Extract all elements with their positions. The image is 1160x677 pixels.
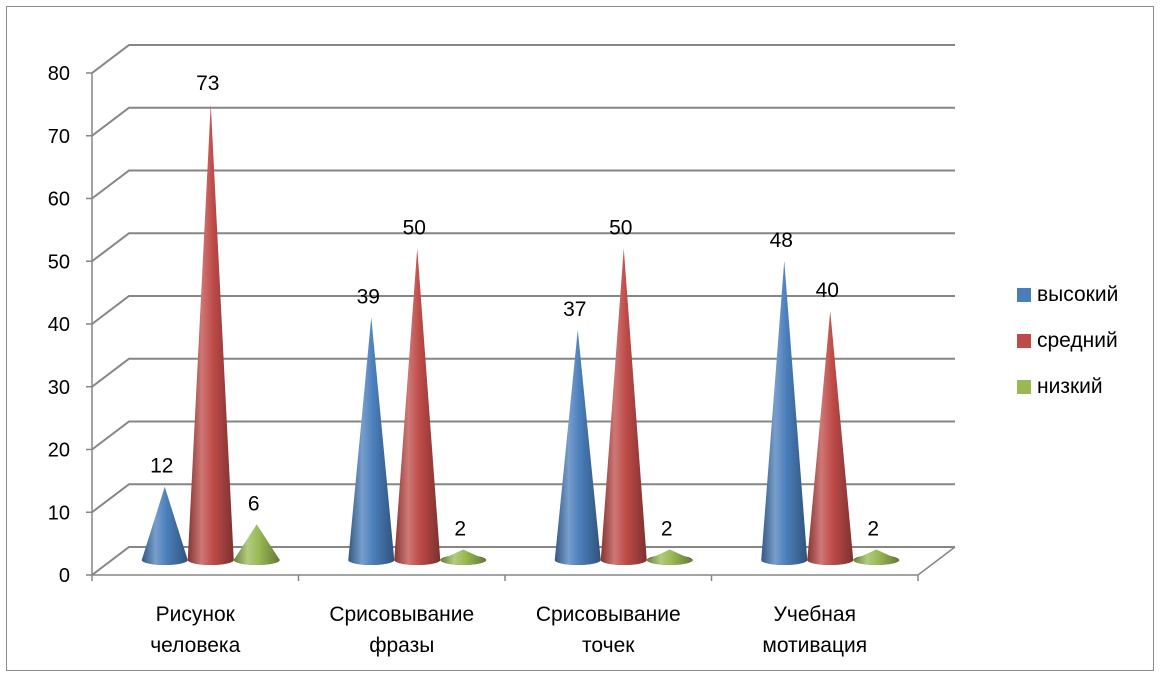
legend-label: высокий — [1037, 283, 1118, 306]
gridline — [91, 44, 955, 74]
category-label: Срисовывание точек — [536, 603, 681, 657]
cone-bar — [807, 311, 854, 565]
category-label-line: Учебная — [774, 603, 856, 626]
data-label: 37 — [563, 298, 586, 321]
cone-body — [187, 103, 234, 566]
y-tick-label: 30 — [48, 377, 70, 399]
cone-bar — [646, 549, 693, 565]
cone-body — [554, 329, 601, 565]
y-tick-label: 50 — [48, 251, 70, 273]
cone-bar — [853, 549, 900, 565]
cone-body — [807, 311, 854, 565]
category-label: Учебная мотивация — [762, 603, 867, 657]
chart-area: 0 10 20 30 40 50 60 70 80 12 73 6 39 50 2 37 50 2 48 40 2 Р… — [6, 6, 1154, 671]
category-label: Срисовывание фразы — [329, 603, 474, 657]
cone-bar — [187, 103, 234, 566]
data-label: 6 — [248, 492, 260, 515]
gridline — [91, 483, 955, 514]
y-tick-label: 10 — [48, 502, 70, 524]
cone-body — [348, 317, 395, 565]
cone-body — [646, 549, 693, 565]
data-label: 39 — [357, 285, 380, 308]
cone-body — [233, 524, 280, 565]
legend-swatch — [1017, 380, 1031, 394]
legend-label: низкий — [1037, 375, 1103, 398]
data-label: 40 — [816, 279, 839, 302]
gridline — [91, 357, 955, 388]
data-label: 50 — [403, 216, 426, 239]
data-label: 2 — [661, 517, 673, 540]
category-label-line: мотивация — [762, 634, 867, 657]
legend-item-средний: средний — [1017, 329, 1118, 352]
y-tick-label: 60 — [48, 189, 70, 211]
category-label-line: точек — [582, 634, 635, 657]
category-label-line: человека — [150, 634, 240, 657]
category-label-line: фразы — [369, 634, 434, 657]
legend-swatch — [1017, 334, 1031, 348]
cone-chart: 0 10 20 30 40 50 60 70 80 12 73 6 39 50 2 37 50 2 48 40 2 Р… — [48, 44, 1118, 657]
cone-bar — [554, 329, 601, 565]
cone-body — [440, 549, 487, 565]
category-label-line: Рисунок — [156, 603, 236, 626]
gridline — [91, 420, 955, 451]
cone-bar — [233, 524, 280, 565]
cone-bar — [600, 248, 647, 565]
y-tick-label: 40 — [48, 314, 70, 336]
gridline — [91, 106, 955, 137]
category-label-line: Срисовывание — [536, 603, 681, 626]
legend-item-низкий: низкий — [1017, 375, 1103, 398]
cone-body — [600, 248, 647, 565]
y-tick-label: 20 — [48, 440, 70, 462]
cone-body — [853, 549, 900, 565]
data-label: 48 — [770, 229, 793, 252]
gridline — [91, 546, 955, 576]
data-label: 50 — [609, 216, 632, 239]
cone-bar — [141, 486, 188, 565]
cone-body — [394, 248, 441, 565]
cone-bar — [440, 549, 487, 565]
data-label: 12 — [150, 455, 173, 478]
legend-swatch — [1017, 288, 1031, 302]
category-label-line: Срисовывание — [329, 603, 474, 626]
y-tick-label: 70 — [48, 126, 70, 148]
data-label: 2 — [454, 517, 466, 540]
cone-body — [761, 260, 808, 565]
cone-body — [141, 486, 188, 565]
y-tick-label: 0 — [59, 565, 70, 587]
legend-item-высокий: высокий — [1017, 283, 1118, 306]
data-label: 2 — [867, 517, 879, 540]
cone-bar — [394, 248, 441, 565]
category-label: Рисунок человека — [150, 603, 240, 657]
y-tick-label: 80 — [48, 63, 70, 85]
gridline — [91, 232, 955, 263]
cone-bar — [348, 317, 395, 565]
cone-bar — [761, 260, 808, 565]
legend-label: средний — [1037, 329, 1118, 352]
data-label: 73 — [196, 72, 219, 95]
gridline — [91, 169, 955, 200]
gridline — [91, 295, 955, 325]
